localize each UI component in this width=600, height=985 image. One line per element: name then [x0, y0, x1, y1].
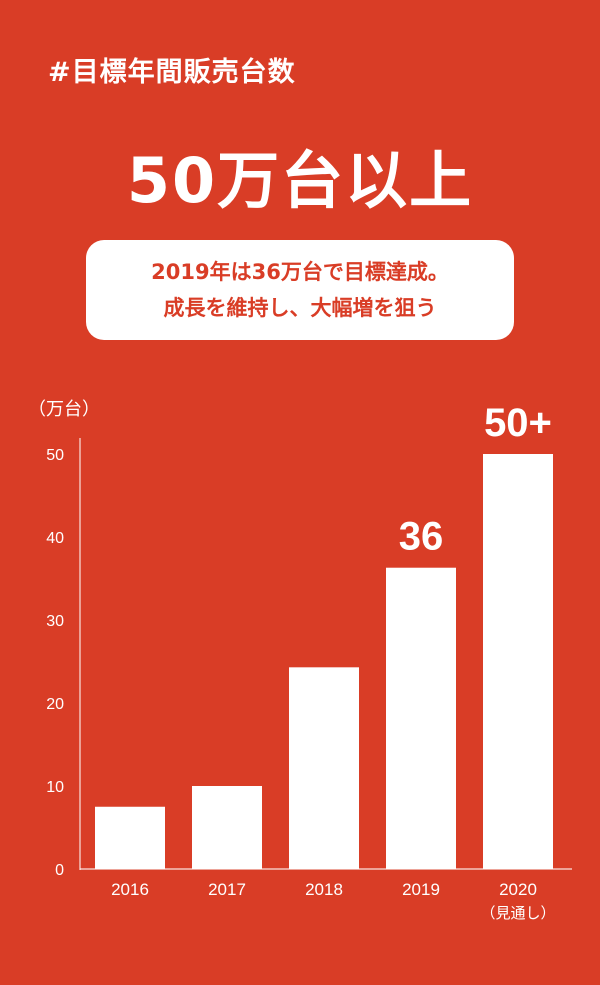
x-tick-label: 2020 [499, 880, 537, 899]
x-tick-label: 2016 [111, 880, 149, 899]
x-tick-label: 2017 [208, 880, 246, 899]
y-tick-label: 10 [46, 779, 64, 796]
hashtag-title: #目標年間販売台数 [48, 57, 296, 88]
x-tick-label: 2018 [305, 880, 343, 899]
y-tick-label: 40 [46, 530, 64, 547]
headline: 50万台以上 [126, 144, 474, 217]
note-line-1: 2019年は36万台で目標達成。 [151, 260, 449, 284]
note-line-2: 成長を維持し、大幅増を狙う [163, 296, 437, 320]
bar-chart: （万台） 0 10 20 30 40 50 2016 2017 2018 2019 2020 （見通… [28, 399, 572, 922]
y-tick-label: 0 [55, 862, 64, 879]
bar-2020 [483, 454, 553, 869]
y-tick-label: 50 [46, 447, 64, 464]
y-tick-label: 20 [46, 696, 64, 713]
bar-2019 [386, 567, 456, 869]
x-tick-sublabel: （見通し） [480, 905, 555, 922]
x-tick-label: 2019 [402, 880, 440, 899]
data-label: 36 [399, 515, 444, 559]
bar-2017 [192, 786, 262, 869]
note-box: 2019年は36万台で目標達成。 成長を維持し、大幅増を狙う [86, 240, 514, 340]
data-label: 50+ [484, 401, 552, 445]
y-tick-label: 30 [46, 613, 64, 630]
bar-2016 [95, 806, 165, 869]
y-axis-label: （万台） [28, 399, 100, 419]
bar-2018 [289, 667, 359, 869]
